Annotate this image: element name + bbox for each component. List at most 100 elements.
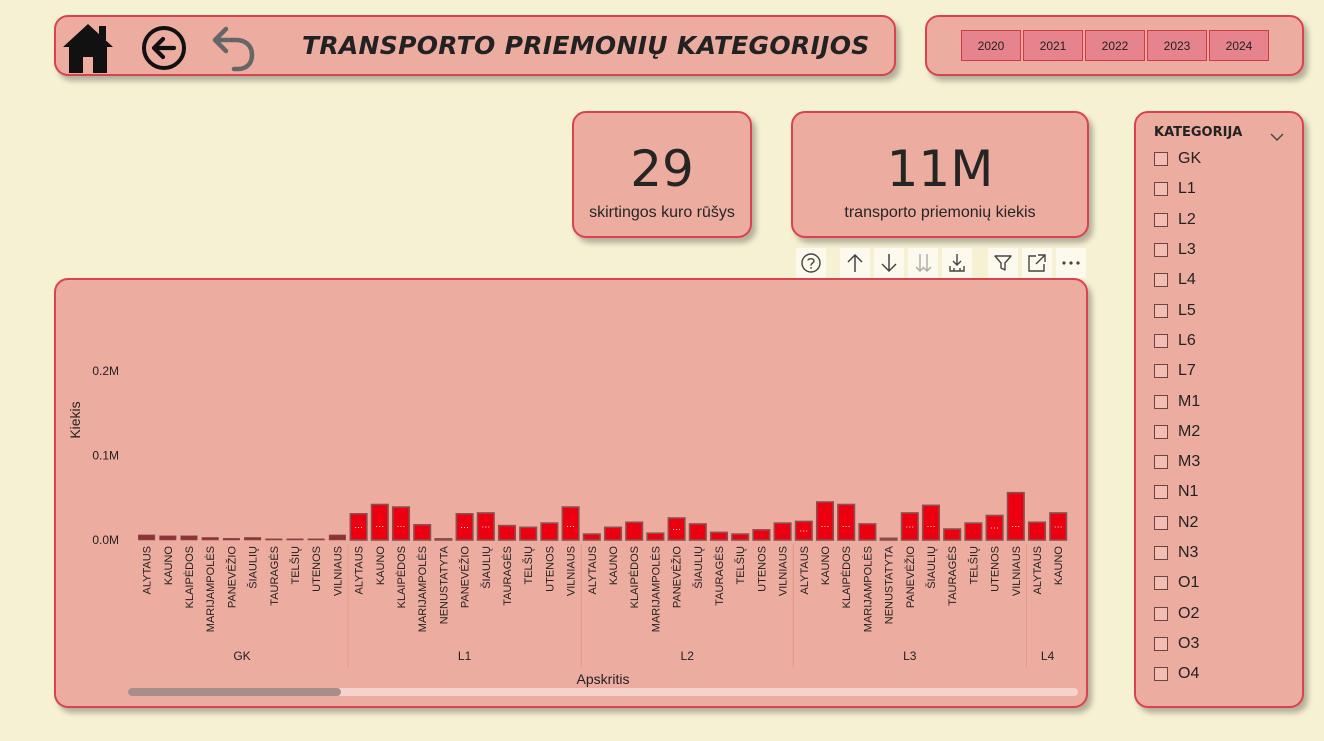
year-button-2021[interactable]: 2021: [1023, 30, 1083, 61]
home-icon[interactable]: [61, 21, 115, 79]
bar-l2-4[interactable]: [646, 532, 665, 541]
slicer-item-o3[interactable]: O3: [1154, 629, 1302, 659]
bar-l3-5[interactable]: [879, 537, 898, 541]
year-button-2023[interactable]: 2023: [1147, 30, 1207, 61]
bar-gk-4[interactable]: [201, 537, 219, 541]
bar-l3-6[interactable]: [900, 512, 919, 541]
checkbox[interactable]: [1154, 273, 1168, 288]
bar-l1-5[interactable]: [434, 537, 453, 541]
drill-down-icon[interactable]: [874, 248, 904, 278]
bar-l2-2[interactable]: [603, 526, 623, 541]
bar-l1-10[interactable]: [540, 522, 559, 541]
bar-gk-1[interactable]: [138, 534, 156, 541]
bar-l3-8[interactable]: [943, 528, 962, 541]
bar-gk-9[interactable]: [307, 538, 325, 541]
horizontal-scrollbar-track[interactable]: [128, 688, 1078, 696]
bar-l3-1[interactable]: [794, 520, 813, 541]
bar-l2-9[interactable]: [752, 529, 771, 541]
bar-l1-11[interactable]: [561, 506, 580, 541]
bar-data-label: ···: [460, 522, 469, 532]
bar-l2-1[interactable]: [582, 533, 601, 541]
expand-next-level-icon[interactable]: [908, 248, 938, 278]
slicer-item-o2[interactable]: O2: [1154, 598, 1302, 628]
bar-gk-2[interactable]: [159, 535, 177, 541]
checkbox[interactable]: [1154, 394, 1168, 409]
slicer-item-m1[interactable]: M1: [1154, 386, 1302, 416]
checkbox[interactable]: [1154, 243, 1168, 258]
bar-l2-3[interactable]: [625, 521, 644, 541]
slicer-item-l7[interactable]: L7: [1154, 356, 1302, 386]
slicer-item-m2[interactable]: M2: [1154, 417, 1302, 447]
checkbox[interactable]: [1154, 546, 1168, 560]
drill-up-icon[interactable]: [840, 248, 870, 278]
checkbox[interactable]: [1154, 333, 1168, 348]
checkbox[interactable]: [1154, 576, 1168, 591]
filter-icon[interactable]: [988, 248, 1018, 278]
bar-l1-6[interactable]: [455, 513, 474, 541]
checkbox[interactable]: [1154, 212, 1168, 227]
checkbox[interactable]: [1154, 303, 1168, 318]
bar-gk-8[interactable]: [286, 538, 304, 541]
more-options-icon[interactable]: [1056, 248, 1086, 278]
slicer-item-l3[interactable]: L3: [1154, 235, 1302, 265]
bar-l1-4[interactable]: [413, 523, 432, 541]
bar-l1-8[interactable]: [497, 524, 517, 541]
bar-l3-7[interactable]: [921, 504, 941, 541]
checkbox[interactable]: [1154, 606, 1168, 621]
slicer-item-l6[interactable]: L6: [1154, 326, 1302, 356]
bar-l3-2[interactable]: [815, 501, 835, 541]
year-button-2024[interactable]: 2024: [1209, 30, 1269, 61]
year-button-2022[interactable]: 2022: [1085, 30, 1145, 61]
checkbox[interactable]: [1154, 667, 1168, 682]
slicer-item-m3[interactable]: M3: [1154, 447, 1302, 477]
slicer-item-n1[interactable]: N1: [1154, 477, 1302, 507]
bar-l3-4[interactable]: [858, 523, 877, 541]
slicer-item-l5[interactable]: L5: [1154, 295, 1302, 325]
checkbox[interactable]: [1154, 485, 1168, 500]
checkbox[interactable]: [1154, 515, 1168, 530]
bar-l2-10[interactable]: [773, 522, 792, 541]
undo-icon[interactable]: [210, 25, 256, 77]
bar-l2-6[interactable]: [688, 523, 707, 541]
horizontal-scrollbar-thumb[interactable]: [128, 688, 341, 696]
bar-l4-2[interactable]: [1049, 512, 1068, 541]
checkbox[interactable]: [1154, 152, 1168, 167]
bar-l2-8[interactable]: [731, 533, 750, 541]
bar-l4-1[interactable]: [1027, 521, 1047, 541]
slicer-item-o1[interactable]: O1: [1154, 568, 1302, 598]
bar-l1-7[interactable]: [476, 512, 495, 541]
checkbox[interactable]: [1154, 364, 1168, 379]
chevron-down-icon[interactable]: [1270, 127, 1284, 146]
bar-gk-6[interactable]: [244, 537, 262, 541]
bar-gk-10[interactable]: [328, 534, 346, 541]
bar-l1-3[interactable]: [391, 506, 411, 541]
slicer-item-o4[interactable]: O4: [1154, 659, 1302, 689]
expand-hierarchy-icon[interactable]: [942, 248, 972, 278]
bar-l3-9[interactable]: [964, 522, 983, 541]
year-button-2020[interactable]: 2020: [961, 30, 1021, 61]
bar-l3-10[interactable]: [985, 514, 1004, 541]
bar-l1-1[interactable]: [349, 513, 368, 541]
checkbox[interactable]: [1154, 636, 1168, 651]
bar-l1-9[interactable]: [519, 526, 538, 541]
back-circle-icon[interactable]: [141, 25, 187, 75]
bar-gk-3[interactable]: [180, 535, 198, 541]
checkbox[interactable]: [1154, 182, 1168, 197]
slicer-item-l1[interactable]: L1: [1154, 174, 1302, 204]
slicer-item-n3[interactable]: N3: [1154, 538, 1302, 568]
checkbox[interactable]: [1154, 455, 1168, 470]
focus-mode-icon[interactable]: [1022, 248, 1052, 278]
bar-gk-7[interactable]: [265, 538, 283, 541]
checkbox[interactable]: [1154, 424, 1168, 439]
slicer-item-gk[interactable]: GK: [1154, 144, 1302, 174]
bar-l2-7[interactable]: [709, 531, 729, 541]
help-icon[interactable]: [796, 248, 826, 278]
slicer-item-l4[interactable]: L4: [1154, 265, 1302, 295]
bar-l2-5[interactable]: [667, 517, 686, 541]
bar-gk-5[interactable]: [222, 538, 240, 541]
bar-l3-11[interactable]: [1006, 491, 1025, 541]
slicer-item-n2[interactable]: N2: [1154, 508, 1302, 538]
bar-l3-3[interactable]: [837, 503, 856, 541]
bar-l1-2[interactable]: [370, 503, 389, 541]
slicer-item-l2[interactable]: L2: [1154, 205, 1302, 235]
